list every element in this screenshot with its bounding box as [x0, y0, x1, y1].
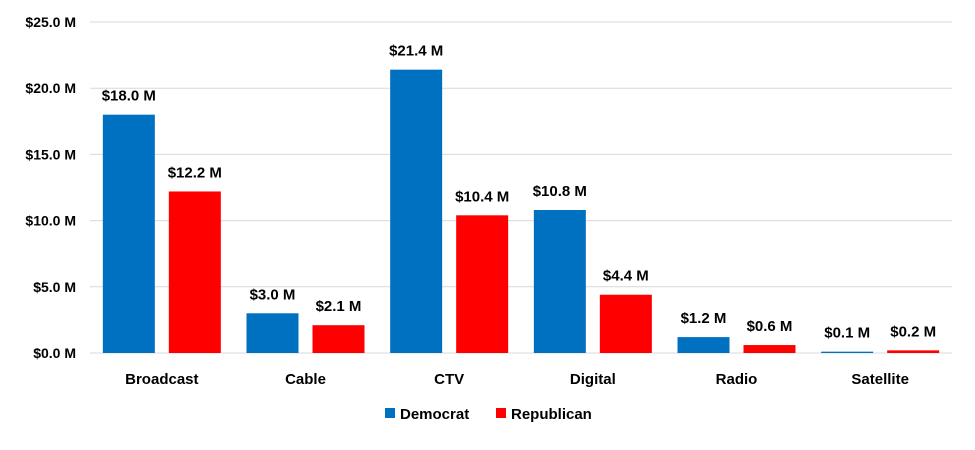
legend-swatch-republican [496, 408, 506, 418]
data-label: $10.8 M [533, 183, 587, 200]
bar-democrat-cable [246, 313, 299, 353]
bar-democrat-digital [533, 210, 586, 353]
data-label: $12.2 M [168, 164, 222, 181]
bar-democrat-radio [677, 337, 730, 353]
y-tick-label: $5.0 M [33, 279, 76, 295]
x-category-label: CTV [434, 371, 464, 388]
legend-label-republican: Republican [511, 406, 592, 423]
legend-label-democrat: Democrat [400, 406, 469, 423]
x-category-label: Cable [285, 371, 326, 388]
x-category-label: Radio [716, 371, 758, 388]
data-label: $18.0 M [102, 88, 156, 105]
bar-democrat-ctv [390, 69, 443, 353]
bar-democrat-broadcast [102, 114, 155, 354]
x-category-label: Digital [570, 371, 616, 388]
data-label: $4.4 M [603, 268, 649, 285]
y-tick-label: $10.0 M [25, 213, 76, 229]
bar-republican-digital [599, 294, 652, 353]
bar-republican-cable [312, 325, 365, 353]
data-label: $1.2 M [681, 310, 727, 327]
data-label: $21.4 M [389, 43, 443, 60]
x-category-label: Broadcast [125, 371, 198, 388]
data-label: $2.1 M [316, 298, 362, 315]
legend-swatch-democrat [385, 408, 395, 418]
bar-republican-broadcast [168, 191, 221, 353]
y-tick-label: $0.0 M [33, 345, 76, 361]
data-label: $10.4 M [455, 188, 509, 205]
y-tick-label: $25.0 M [25, 14, 76, 30]
y-tick-label: $15.0 M [25, 146, 76, 162]
bar-democrat-satellite [821, 351, 874, 353]
bar-republican-ctv [456, 215, 509, 353]
data-labels: $18.0 M $12.2 M $3.0 M $2.1 M $21.4 M $10.4 M… [102, 43, 936, 342]
bar-republican-radio [743, 345, 796, 353]
y-tick-label: $20.0 M [25, 80, 76, 96]
data-label: $0.1 M [824, 325, 870, 342]
x-axis-category-labels: Broadcast Cable CTV Digital Radio Satellite [125, 371, 909, 388]
data-label: $0.2 M [890, 323, 936, 340]
y-axis-tick-labels: $0.0 M $5.0 M $10.0 M $15.0 M $20.0 M $25.0 M [25, 14, 76, 361]
bar-republican-satellite [887, 350, 940, 353]
legend: Democrat Republican [385, 406, 592, 423]
data-label: $3.0 M [250, 286, 296, 303]
gridlines [90, 21, 952, 354]
bar-series [102, 69, 940, 354]
data-label: $0.6 M [747, 318, 793, 335]
x-category-label: Satellite [851, 371, 909, 388]
